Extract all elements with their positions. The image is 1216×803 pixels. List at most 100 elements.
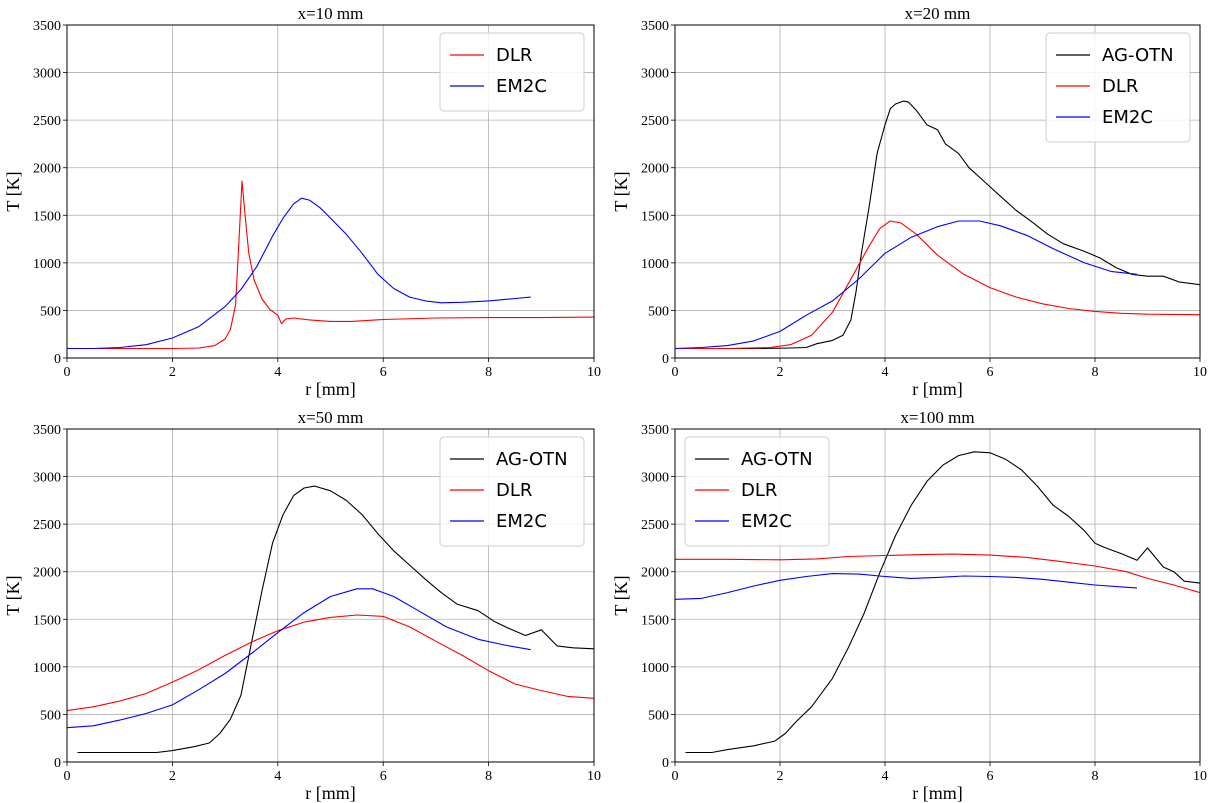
y-tick-label: 1500 (641, 209, 669, 224)
legend-label-dlr: DLR (496, 480, 532, 501)
x-tick-label: 10 (1193, 769, 1207, 784)
x-tick-label: 6 (987, 769, 994, 784)
y-tick-label: 0 (662, 352, 669, 367)
y-tick-label: 3000 (33, 67, 61, 82)
y-tick-label: 0 (662, 756, 669, 771)
y-tick-label: 3500 (33, 19, 61, 34)
x-tick-label: 8 (1092, 769, 1099, 784)
y-axis-label: T [K] (611, 171, 631, 211)
legend: DLR EM2C (439, 32, 585, 112)
y-tick-label: 2500 (641, 518, 669, 533)
y-tick-label: 2000 (33, 566, 61, 581)
series-line-ag-otn (77, 485, 594, 754)
x-tick-label: 10 (587, 769, 601, 784)
x-tick-label: 0 (64, 769, 71, 784)
y-axis-label: T [K] (3, 171, 23, 211)
series-line-ag-otn (675, 100, 1200, 350)
legend: AG-OTN DLR EM2C (439, 436, 585, 547)
x-tick-label: 8 (485, 365, 492, 380)
chart-panel-3: 0 2 4 6 8 10 0 500 1000 1500 2000 2500 3000 3500 x=50 … (3, 408, 601, 803)
y-tick-label: 3000 (33, 471, 61, 486)
y-axis-label: T [K] (611, 575, 631, 615)
plot-frame (674, 24, 1201, 359)
chart-panel-2: 0 2 4 6 8 10 0 500 1000 1500 2000 2500 3000 3500 x=20 … (611, 4, 1207, 399)
y-tick-label: 2500 (33, 518, 61, 533)
x-tick-label: 8 (1092, 365, 1099, 380)
x-tick-label: 10 (1193, 365, 1207, 380)
x-tick-label: 2 (169, 769, 176, 784)
x-tick-label: 2 (777, 769, 784, 784)
legend-label-em2c: EM2C (496, 511, 547, 532)
chart-title: x=50 mm (298, 408, 364, 427)
x-tick-label: 10 (587, 365, 601, 380)
y-tick-label: 2000 (33, 162, 61, 177)
y-tick-label: 3500 (641, 19, 669, 34)
series-line-dlr (67, 614, 594, 712)
legend: AG-OTN DLR EM2C (684, 436, 830, 547)
y-tick-label: 1000 (33, 257, 61, 272)
legend-label-dlr: DLR (741, 480, 777, 501)
chart-panel-1: 0 2 4 6 8 10 0 500 1000 1500 2000 2500 3000 3500 x=10 … (3, 4, 601, 399)
plot-frame (674, 428, 1201, 763)
chart-panel-4: 0 2 4 6 8 10 0 500 1000 1500 2000 2500 3000 3500 x=100… (611, 408, 1207, 803)
legend-label-em2c: EM2C (1102, 107, 1153, 128)
x-axis-label: r [mm] (912, 379, 962, 399)
series-line-em2c (675, 573, 1138, 600)
y-tick-label: 3500 (33, 423, 61, 438)
legend-box (684, 436, 830, 547)
series-line-em2c (67, 197, 531, 350)
y-tick-label: 1000 (641, 661, 669, 676)
y-tick-label: 1000 (33, 661, 61, 676)
legend-box (439, 436, 585, 547)
x-tick-label: 4 (274, 365, 281, 380)
y-tick-label: 3500 (641, 423, 669, 438)
chart-title: x=100 mm (900, 408, 974, 427)
legend-box (439, 32, 585, 112)
legend-label-dlr: DLR (496, 45, 532, 66)
y-tick-label: 1500 (33, 209, 61, 224)
chart-title: x=20 mm (905, 4, 971, 23)
y-tick-label: 2500 (33, 114, 61, 129)
series-line-em2c (675, 220, 1138, 350)
x-tick-label: 0 (672, 769, 679, 784)
y-tick-label: 2000 (641, 566, 669, 581)
legend-label-em2c: EM2C (496, 76, 547, 97)
y-tick-label: 1500 (641, 613, 669, 628)
plot-frame (66, 428, 595, 763)
y-tick-label: 3000 (641, 67, 669, 82)
series-line-dlr (67, 180, 594, 350)
y-axis-label: T [K] (3, 575, 23, 615)
x-tick-label: 0 (672, 365, 679, 380)
y-tick-label: 500 (40, 304, 61, 319)
y-tick-label: 0 (54, 756, 61, 771)
legend-label-ag-otn: AG-OTN (1102, 45, 1174, 66)
series-line-dlr (675, 553, 1200, 594)
y-tick-label: 500 (648, 708, 669, 723)
y-tick-label: 0 (54, 352, 61, 367)
x-tick-label: 4 (882, 365, 889, 380)
x-tick-label: 6 (380, 365, 387, 380)
legend-label-ag-otn: AG-OTN (741, 449, 813, 470)
legend: AG-OTN DLR EM2C (1045, 32, 1191, 143)
x-tick-label: 2 (777, 365, 784, 380)
y-tick-label: 2500 (641, 114, 669, 129)
x-tick-label: 8 (485, 769, 492, 784)
x-tick-label: 4 (274, 769, 281, 784)
x-tick-label: 4 (882, 769, 889, 784)
legend-label-em2c: EM2C (741, 511, 792, 532)
y-tick-label: 500 (648, 304, 669, 319)
legend-label-ag-otn: AG-OTN (496, 449, 568, 470)
plot-frame (66, 24, 595, 359)
series-line-dlr (675, 220, 1200, 350)
x-axis-label: r [mm] (305, 379, 355, 399)
y-tick-label: 3000 (641, 471, 669, 486)
x-tick-label: 0 (64, 365, 71, 380)
series-line-ag-otn (685, 451, 1200, 754)
y-tick-label: 1000 (641, 257, 669, 272)
legend-label-dlr: DLR (1102, 76, 1138, 97)
x-tick-label: 6 (380, 769, 387, 784)
x-axis-label: r [mm] (305, 783, 355, 803)
y-tick-label: 500 (40, 708, 61, 723)
y-tick-label: 1500 (33, 613, 61, 628)
